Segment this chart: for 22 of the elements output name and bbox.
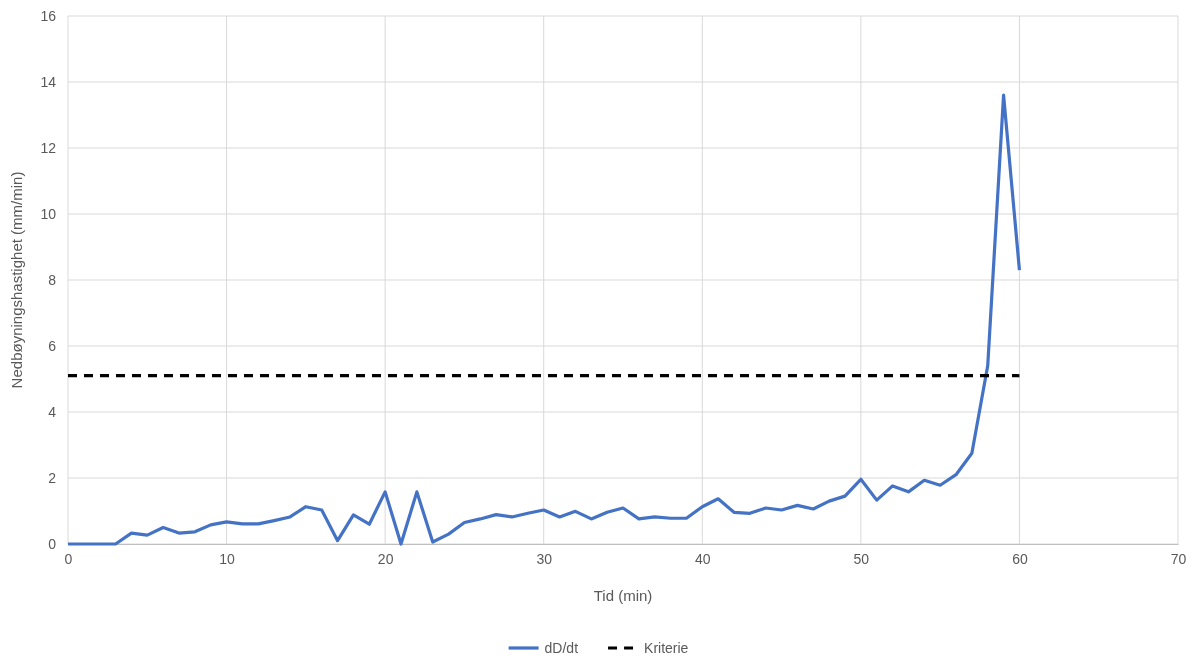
y-tick-label: 2 <box>48 469 57 486</box>
legend-label: Kriterie <box>644 640 689 656</box>
legend-label: dD/dt <box>544 640 579 656</box>
line-series <box>66 93 1022 546</box>
x-tick-label: 30 <box>536 550 553 567</box>
y-tick-label: 14 <box>40 73 57 90</box>
x-axis-title: Tid (min) <box>593 587 653 604</box>
x-tick-label: 50 <box>853 550 870 567</box>
x-tick-label: 10 <box>219 550 236 567</box>
x-tick-label: 60 <box>1012 550 1028 567</box>
y-tick-label: 0 <box>48 535 57 552</box>
x-tick-label: 40 <box>695 550 711 567</box>
x-tick-label: 70 <box>1170 550 1187 567</box>
y-tick-label: 10 <box>40 205 57 222</box>
x-tick-label: 0 <box>64 550 73 567</box>
y-tick-label: 8 <box>48 271 57 288</box>
x-tick-label: 20 <box>377 550 394 567</box>
y-tick-label: 4 <box>48 403 57 420</box>
y-tick-label: 16 <box>40 7 57 24</box>
y-tick-label: 6 <box>48 337 57 354</box>
y-axis-title: Nedbøyningshastighet (mm/min) <box>8 171 25 389</box>
y-tick-label: 12 <box>40 139 57 156</box>
